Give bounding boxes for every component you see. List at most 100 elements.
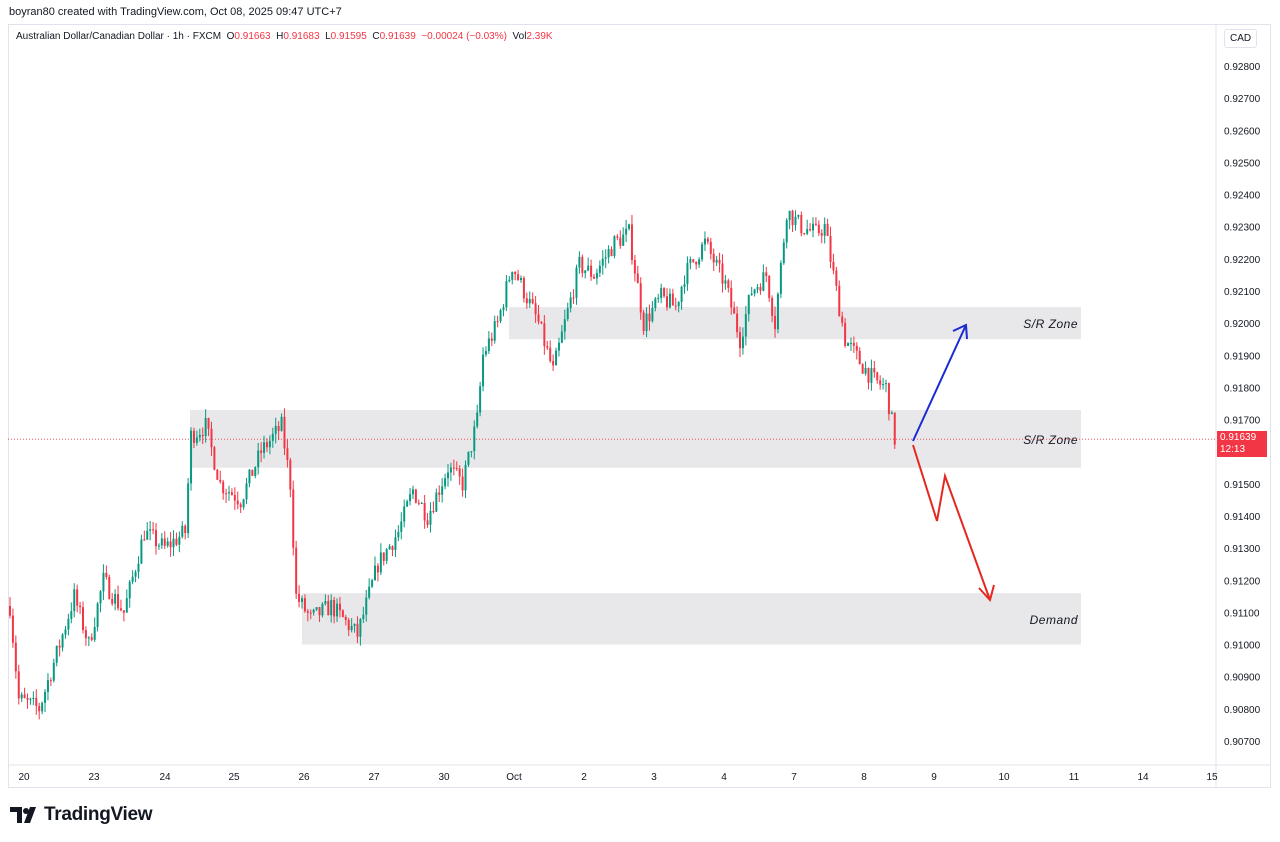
candle: [578, 251, 581, 274]
candle: [312, 608, 315, 616]
candle: [391, 545, 394, 557]
candle: [698, 257, 701, 268]
candle-body: [204, 417, 207, 437]
candle: [239, 502, 242, 514]
candle-body: [449, 467, 452, 473]
candle: [593, 273, 595, 280]
candle-body: [14, 642, 17, 672]
symbol-name[interactable]: Australian Dollar/Canadian Dollar · 1h ·…: [16, 31, 222, 42]
volume-label: Vol: [512, 31, 527, 42]
candle: [114, 589, 117, 611]
candle: [630, 214, 633, 265]
candle: [730, 280, 733, 315]
candle: [549, 340, 552, 363]
price-tick-label: 0.91800: [1224, 383, 1261, 394]
candle: [131, 570, 134, 585]
candle: [622, 227, 625, 246]
time-tick-label: 27: [368, 772, 380, 783]
candle: [87, 636, 90, 647]
candle: [108, 574, 111, 600]
candle-body: [277, 425, 280, 431]
candle: [876, 371, 879, 384]
candle: [604, 249, 607, 269]
candle-body: [479, 386, 482, 413]
candle-body: [741, 336, 744, 349]
time-tick-label: 9: [931, 772, 937, 783]
candle-body: [195, 437, 198, 443]
candle-body: [403, 506, 406, 522]
candle-body: [873, 368, 876, 373]
candle: [776, 292, 779, 334]
candle: [409, 488, 412, 506]
candle: [216, 468, 219, 480]
candle-body: [841, 316, 844, 323]
candle-body: [20, 694, 23, 699]
candle: [817, 220, 820, 236]
candle: [155, 523, 157, 555]
candle-body: [406, 501, 409, 507]
candle-body: [762, 272, 765, 291]
candle: [563, 309, 566, 340]
high-value: 0.91683: [283, 31, 320, 42]
candle-body: [29, 698, 32, 700]
candle: [96, 602, 99, 632]
candle-body: [575, 267, 578, 298]
candle-body: [838, 285, 841, 317]
candle: [251, 469, 254, 477]
candle: [628, 223, 631, 231]
candle-body: [9, 606, 11, 616]
candle-body: [283, 416, 286, 449]
tradingview-logo[interactable]: TradingView: [10, 804, 153, 826]
candle: [695, 261, 698, 270]
candle-body: [794, 216, 797, 226]
candle: [213, 445, 216, 471]
candle-body: [187, 483, 190, 534]
candle: [362, 606, 365, 624]
candle: [657, 293, 660, 303]
candle-body: [660, 288, 663, 298]
price-tick-label: 0.92500: [1224, 158, 1261, 169]
tradingview-logo-icon: [10, 807, 36, 823]
candle: [765, 266, 768, 283]
candle-body: [184, 525, 187, 534]
candle: [102, 564, 105, 600]
candle: [613, 235, 616, 259]
candle: [487, 331, 490, 354]
candle: [46, 673, 49, 701]
candle-body: [338, 603, 341, 611]
candle: [739, 326, 741, 358]
candle: [382, 552, 385, 566]
candle-body: [286, 448, 289, 460]
candle-body: [616, 236, 619, 238]
candle: [645, 307, 648, 338]
candle-body: [680, 286, 683, 302]
candle-body: [709, 241, 712, 254]
candle: [122, 610, 125, 622]
candle-body: [730, 287, 733, 308]
candle: [44, 689, 47, 712]
candle-body: [125, 598, 128, 613]
candle: [566, 302, 569, 322]
candle-body: [832, 261, 835, 271]
candle-body: [703, 238, 706, 245]
candle: [660, 283, 663, 304]
candle-body: [604, 257, 607, 259]
currency-button[interactable]: CAD: [1224, 29, 1258, 48]
candle-body: [721, 263, 724, 284]
candle-body: [820, 233, 823, 236]
candle: [17, 664, 20, 705]
candle-body: [452, 467, 455, 469]
candle: [803, 232, 806, 236]
price-tick-label: 0.92300: [1224, 223, 1261, 234]
candle-body: [222, 481, 225, 494]
candle: [686, 256, 689, 291]
candle-body: [455, 468, 458, 470]
candle-body: [607, 249, 610, 258]
low-label: L: [325, 31, 331, 42]
candle: [117, 585, 120, 611]
candle-body: [514, 271, 517, 275]
candle: [338, 596, 341, 618]
candle: [356, 616, 359, 644]
low-value: 0.91595: [330, 31, 367, 42]
